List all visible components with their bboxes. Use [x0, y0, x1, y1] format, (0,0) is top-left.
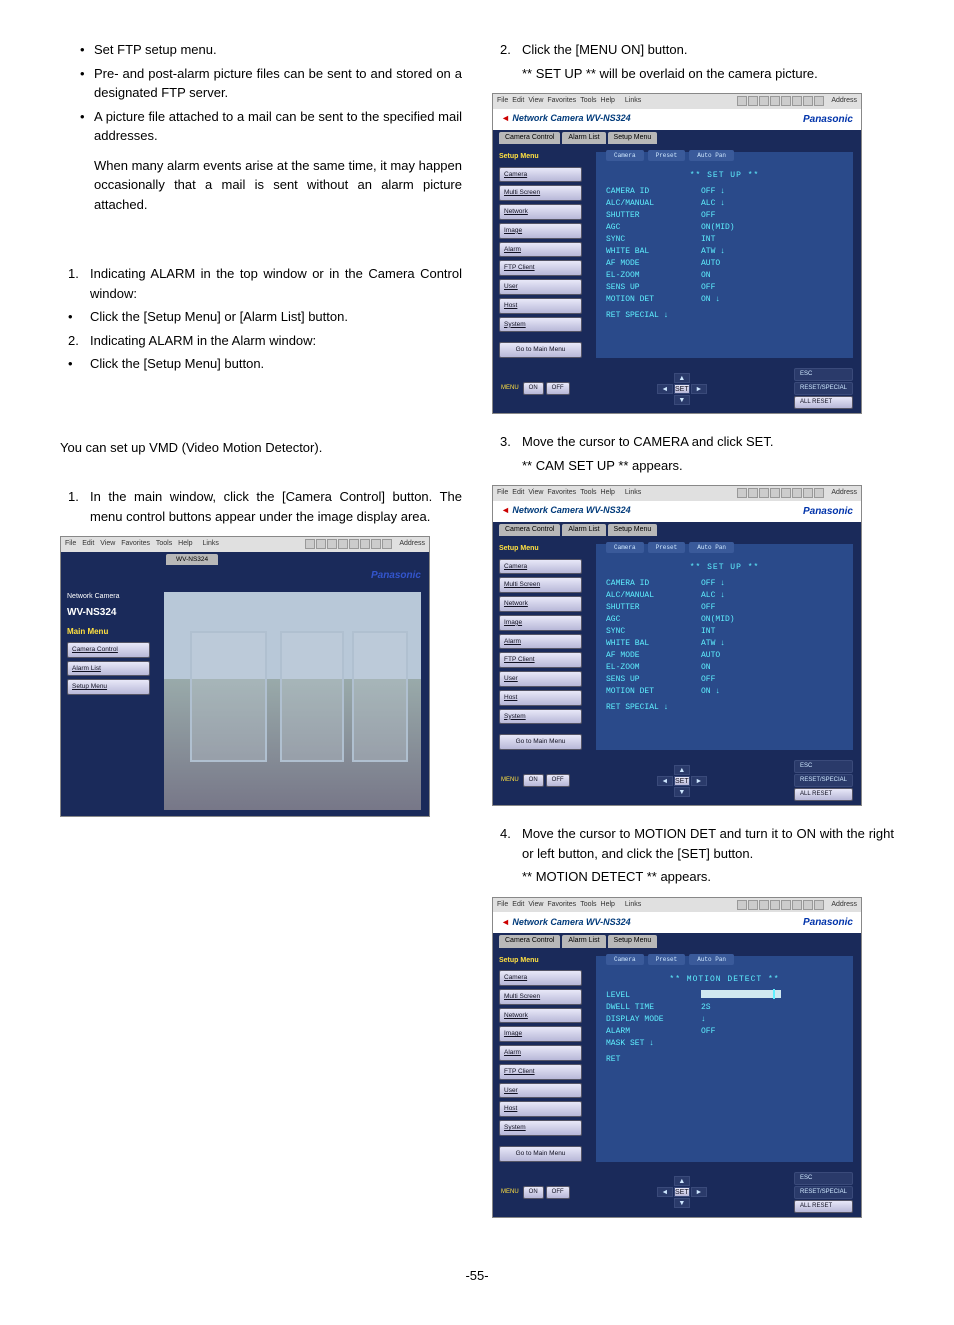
- go-main-button[interactable]: Go to Main Menu: [499, 734, 582, 750]
- sidebar-item[interactable]: System: [499, 709, 582, 725]
- vmd-intro: You can set up VMD (Video Motion Detecto…: [60, 438, 462, 458]
- sidebar-item[interactable]: System: [499, 1120, 582, 1136]
- menu-off-button[interactable]: OFF: [546, 774, 570, 787]
- sidebar-item[interactable]: Network: [499, 596, 582, 612]
- nav-arrows[interactable]: ▲ ◄SET► ▼: [657, 373, 707, 405]
- esc-button[interactable]: ESC: [794, 1172, 853, 1185]
- sidebar-item[interactable]: Host: [499, 690, 582, 706]
- go-main-button[interactable]: Go to Main Menu: [499, 1146, 582, 1162]
- menu-on-button[interactable]: ON: [523, 774, 544, 787]
- sidebar-item[interactable]: Alarm: [499, 242, 582, 258]
- vmd-step1: 1. In the main window, click the [Camera…: [60, 487, 462, 526]
- sidebar-item[interactable]: Alarm: [499, 1045, 582, 1061]
- step-item: 1. Indicating ALARM in the top window or…: [60, 264, 462, 303]
- sidebar-item[interactable]: System: [499, 317, 582, 333]
- sidebar-item[interactable]: FTP Client: [499, 1064, 582, 1080]
- sidebar-item[interactable]: Multi Screen: [499, 185, 582, 201]
- sidebar-item[interactable]: Setup Menu: [67, 679, 150, 695]
- panasonic-logo: Panasonic: [371, 568, 421, 583]
- allreset-button[interactable]: ALL RESET: [794, 396, 853, 409]
- ftp-note: When many alarm events arise at the same…: [60, 156, 462, 215]
- sidebar-item[interactable]: User: [499, 279, 582, 295]
- step-item: 2. Indicating ALARM in the Alarm window:: [60, 331, 462, 351]
- step2-sub: ** SET UP ** will be overlaid on the cam…: [492, 64, 894, 84]
- screenshot-setup-2: FileEditViewFavoritesToolsHelp Links Add…: [492, 485, 862, 806]
- sidebar-item[interactable]: User: [499, 671, 582, 687]
- esc-button[interactable]: ESC: [794, 368, 853, 381]
- right-column: 2. Click the [MENU ON] button. ** SET UP…: [492, 40, 894, 1236]
- go-main-button[interactable]: Go to Main Menu: [499, 342, 582, 358]
- bullet-item: Set FTP setup menu.: [80, 40, 462, 60]
- sidebar-item[interactable]: Camera Control: [67, 642, 150, 658]
- reset-button[interactable]: RESET/SPECIAL: [794, 1186, 853, 1199]
- sidebar-item[interactable]: Host: [499, 298, 582, 314]
- screenshot-setup-1: FileEditViewFavoritesToolsHelp Links Add…: [492, 93, 862, 414]
- sidebar-item[interactable]: Multi Screen: [499, 989, 582, 1005]
- sidebar-item[interactable]: FTP Client: [499, 652, 582, 668]
- step4: 4. Move the cursor to MOTION DET and tur…: [492, 824, 894, 863]
- sidebar-item[interactable]: Host: [499, 1101, 582, 1117]
- sidebar-item[interactable]: Alarm List: [67, 661, 150, 677]
- nav-arrows[interactable]: ▲ ◄SET► ▼: [657, 1176, 707, 1208]
- step2: 2. Click the [MENU ON] button.: [492, 40, 894, 60]
- reset-button[interactable]: RESET/SPECIAL: [794, 382, 853, 395]
- page-number: -55-: [60, 1266, 894, 1286]
- nav-arrows[interactable]: ▲ ◄SET► ▼: [657, 765, 707, 797]
- sidebar-item[interactable]: Camera: [499, 167, 582, 183]
- sidebar-item[interactable]: User: [499, 1083, 582, 1099]
- camera-view: [164, 592, 421, 810]
- menu-on-button[interactable]: ON: [523, 1186, 544, 1199]
- menu-off-button[interactable]: OFF: [546, 382, 570, 395]
- sidebar-item[interactable]: Network: [499, 204, 582, 220]
- allreset-button[interactable]: ALL RESET: [794, 788, 853, 801]
- sidebar-item[interactable]: FTP Client: [499, 260, 582, 276]
- screenshot-main-window: File Edit View Favorites Tools Help Link…: [60, 536, 430, 817]
- sidebar-item[interactable]: Image: [499, 223, 582, 239]
- allreset-button[interactable]: ALL RESET: [794, 1200, 853, 1213]
- sidebar-item[interactable]: Image: [499, 615, 582, 631]
- sidebar-item[interactable]: Multi Screen: [499, 577, 582, 593]
- sidebar-item[interactable]: Alarm: [499, 634, 582, 650]
- menu-off-button[interactable]: OFF: [546, 1186, 570, 1199]
- bullet-item: A picture file attached to a mail can be…: [80, 107, 462, 146]
- esc-button[interactable]: ESC: [794, 760, 853, 773]
- step-sub: • Click the [Setup Menu] button.: [60, 354, 462, 374]
- screenshot-motion-detect: FileEditViewFavoritesToolsHelp Links Add…: [492, 897, 862, 1218]
- step-sub: • Click the [Setup Menu] or [Alarm List]…: [60, 307, 462, 327]
- sidebar-item[interactable]: Camera: [499, 970, 582, 986]
- sidebar-item[interactable]: Network: [499, 1008, 582, 1024]
- step3-sub: ** CAM SET UP ** appears.: [492, 456, 894, 476]
- step4-sub: ** MOTION DETECT ** appears.: [492, 867, 894, 887]
- menu-on-button[interactable]: ON: [523, 382, 544, 395]
- sidebar-item[interactable]: Camera: [499, 559, 582, 575]
- bullet-item: Pre- and post-alarm picture files can be…: [80, 64, 462, 103]
- module-tab[interactable]: WV-NS324: [166, 554, 218, 566]
- step3: 3. Move the cursor to CAMERA and click S…: [492, 432, 894, 452]
- reset-button[interactable]: RESET/SPECIAL: [794, 774, 853, 787]
- sidebar-item[interactable]: Image: [499, 1026, 582, 1042]
- left-column: Set FTP setup menu. Pre- and post-alarm …: [60, 40, 462, 1236]
- ftp-bullets: Set FTP setup menu. Pre- and post-alarm …: [60, 40, 462, 146]
